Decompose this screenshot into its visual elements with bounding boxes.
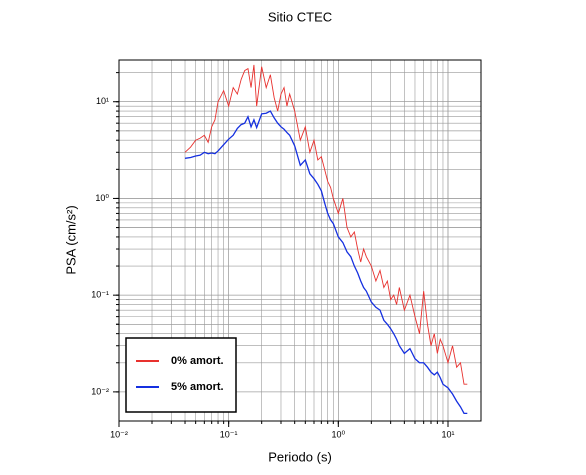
x-tick-label: 10⁻¹ <box>220 429 238 439</box>
series-line <box>184 110 468 414</box>
y-tick-label: 10⁻² <box>91 386 109 396</box>
y-tick-label: 10⁻¹ <box>91 290 109 300</box>
y-axis-label: PSA (cm/s²) <box>63 205 78 274</box>
legend-label: 5% amort. <box>171 381 224 393</box>
x-axis-label: Periodo (s) <box>268 449 332 464</box>
legend-box <box>125 337 237 413</box>
x-tick-label: 10⁻² <box>110 429 128 439</box>
series-line <box>184 64 468 385</box>
legend-label: 0% amort. <box>171 355 224 367</box>
plot-frame <box>118 59 482 422</box>
y-tick-label: 10⁰ <box>95 193 109 203</box>
x-tick-label: 10⁰ <box>332 429 346 439</box>
y-tick-label: 10¹ <box>96 96 109 106</box>
chart-title: Sitio CTEC <box>268 9 332 24</box>
x-tick-label: 10¹ <box>441 429 454 439</box>
legend: 0% amort. 5% amort. <box>125 337 237 413</box>
